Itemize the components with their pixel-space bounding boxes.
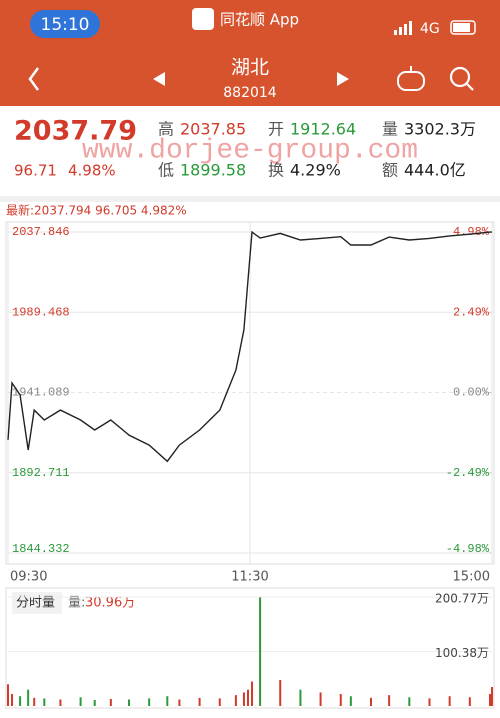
stat-value: 1899.58 bbox=[180, 161, 246, 180]
volume-bar bbox=[11, 694, 14, 706]
volume-bar bbox=[242, 692, 245, 706]
status-network: 4G bbox=[420, 21, 440, 37]
volume-bar bbox=[59, 699, 62, 706]
quote-change-pct: 4.98% bbox=[68, 162, 116, 180]
volume-bar bbox=[27, 689, 30, 706]
volume-bar bbox=[251, 681, 254, 706]
latest-info: 最新:2037.794 96.705 4.982% bbox=[6, 203, 187, 218]
volume-bar bbox=[128, 699, 130, 706]
y-tick-label: 1941.089 bbox=[12, 386, 70, 400]
volume-bar bbox=[79, 697, 82, 706]
y-tick-label: 1989.468 bbox=[12, 305, 70, 319]
x-tick-label: 15:00 bbox=[453, 570, 490, 585]
volume-bar bbox=[388, 695, 391, 706]
separator bbox=[0, 196, 500, 202]
volume-bar bbox=[349, 696, 352, 706]
stat-label: 开 bbox=[268, 120, 284, 139]
back-button[interactable] bbox=[28, 67, 40, 91]
status-app: 同花顺 App bbox=[220, 11, 299, 29]
volume-bar bbox=[259, 597, 262, 706]
volume-bar bbox=[408, 697, 411, 706]
volume-bar bbox=[339, 694, 342, 706]
y2-tick-label: 2.49% bbox=[453, 305, 490, 319]
robot-button[interactable] bbox=[397, 66, 425, 91]
volume-value: 30.96万 bbox=[85, 596, 135, 611]
y-tick-label: 2037.846 bbox=[12, 225, 70, 239]
price-line bbox=[7, 230, 492, 463]
stat-value: 1912.64 bbox=[290, 120, 356, 139]
signal-icon bbox=[394, 21, 412, 35]
volume-bar bbox=[148, 698, 151, 706]
stat-value: 444.0亿 bbox=[404, 161, 466, 180]
x-tick-label: 11:30 bbox=[231, 570, 268, 585]
volume-bar bbox=[198, 697, 201, 706]
stat-label: 换 bbox=[268, 161, 284, 180]
volume-bar bbox=[428, 698, 431, 706]
volume-bar bbox=[491, 686, 493, 706]
stat-label: 高 bbox=[158, 120, 174, 139]
app-icon bbox=[192, 8, 214, 30]
prev-button[interactable] bbox=[153, 72, 165, 86]
volume-label: 量: bbox=[68, 596, 85, 611]
y-tick-label: 1892.711 bbox=[12, 466, 70, 480]
volume-tick-label: 200.77万 bbox=[435, 592, 489, 606]
status-time: 15:10 bbox=[41, 15, 90, 35]
volume-title: 分时量 bbox=[16, 596, 55, 611]
x-tick-label: 09:30 bbox=[10, 570, 47, 585]
y2-tick-label: 4.98% bbox=[453, 225, 490, 239]
nav-code: 882014 bbox=[223, 85, 277, 101]
next-button[interactable] bbox=[337, 72, 349, 86]
stat-value: 3302.3万 bbox=[404, 120, 476, 139]
volume-bar bbox=[246, 689, 249, 706]
volume-bar bbox=[448, 696, 451, 706]
volume-bar bbox=[279, 679, 282, 706]
time-pill bbox=[30, 10, 100, 38]
volume-bar bbox=[166, 696, 169, 706]
battery bbox=[450, 20, 476, 35]
search-button[interactable] bbox=[449, 66, 474, 91]
stat-label: 量 bbox=[382, 120, 398, 139]
stat-label: 额 bbox=[382, 161, 398, 180]
stat-value: 2037.85 bbox=[180, 120, 246, 139]
volume-bar bbox=[93, 700, 96, 706]
volume-bar bbox=[33, 697, 36, 706]
y2-tick-label: -4.98% bbox=[446, 542, 490, 556]
y2-tick-label: -2.49% bbox=[446, 466, 490, 480]
volume-bar bbox=[468, 697, 471, 706]
volume-bar bbox=[19, 696, 22, 706]
y-tick-label: 1844.332 bbox=[12, 542, 70, 556]
volume-frame bbox=[5, 587, 495, 709]
stat-label: 低 bbox=[158, 161, 174, 180]
volume-tick-label: 100.38万 bbox=[435, 646, 489, 660]
volume-bar bbox=[218, 698, 221, 706]
volume-bar bbox=[234, 695, 237, 706]
volume-bar bbox=[319, 692, 322, 706]
battery-level bbox=[453, 23, 470, 32]
volume-bar bbox=[178, 699, 181, 706]
y2-tick-label: 0.00% bbox=[453, 386, 490, 400]
volume-bar bbox=[43, 698, 46, 706]
watermark: www.dorjee-group.com bbox=[82, 135, 418, 166]
stat-value: 4.29% bbox=[290, 161, 341, 180]
volume-bar bbox=[7, 684, 9, 706]
volume-bar bbox=[299, 689, 302, 706]
quote-price: 2037.79 bbox=[14, 116, 137, 147]
nav-title: 湖北 bbox=[231, 57, 269, 79]
volume-bar bbox=[488, 694, 491, 706]
quote-change: 96.71 bbox=[14, 162, 57, 180]
volume-bar bbox=[109, 698, 112, 706]
volume-bar bbox=[370, 697, 372, 706]
